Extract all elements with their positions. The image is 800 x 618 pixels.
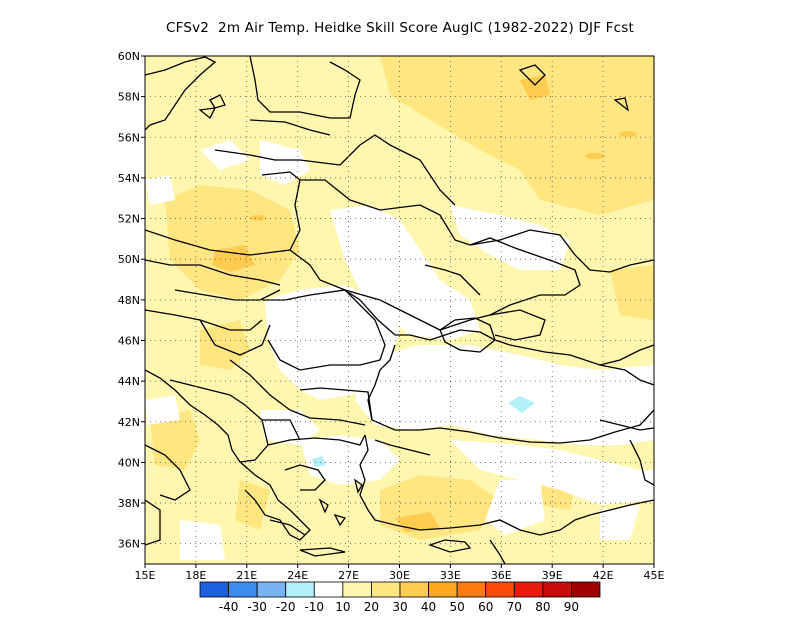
lon-tick-label: 21E [236,569,257,582]
lon-tick-label: 36E [491,569,512,582]
colorbar-swatch [228,581,258,598]
colorbar-swatch [542,581,572,598]
colorbar-swatch [399,581,429,598]
map-title: CFSv2 2m Air Temp. Heidke Skill Score Au… [165,20,635,36]
lon-tick-label: 45E [644,569,665,582]
lon-tick-label: 18E [185,569,206,582]
lat-tick-label: 40N [118,456,140,469]
colorbar-swatch [342,581,372,598]
colorbar-swatch [256,581,287,598]
colorbar-label: 40 [421,600,436,614]
colorbar-label: -30 [247,600,267,614]
colorbar-label: -10 [304,600,324,614]
lat-tick-label: 46N [118,334,140,347]
colorbar-swatch [313,581,344,598]
colorbar-swatch [485,581,515,598]
lat-tick-label: 60N [118,50,140,63]
lat-tick-label: 36N [118,538,140,551]
lon-tick-label: 27E [338,569,359,582]
latitude-ticks: 60N 58N 56N 54N 52N 50N 48N 46N 44N 42N 40N 38N 36N [118,50,145,551]
colorbar-label: 20 [364,600,379,614]
lon-tick-label: 33E [440,569,461,582]
colorbar-label: 60 [478,600,493,614]
colorbar: -40 -30 -20 -10 10 20 30 40 50 60 70 80 90 [199,581,601,614]
longitude-ticks: 15E 18E 21E 24E 27E 30E 33E 36E 39E 42E 45E [135,564,665,582]
colorbar-swatch [456,581,487,598]
colorbar-label: 70 [507,600,522,614]
colorbar-label: 80 [535,600,550,614]
lon-tick-label: 30E [389,569,410,582]
colorbar-label: 50 [450,600,465,614]
lat-tick-label: 48N [118,294,140,307]
colorbar-label: -20 [276,600,296,614]
colorbar-swatch [571,581,601,598]
level-neg10-regions [312,396,535,467]
colorbar-label: 30 [392,600,407,614]
lat-tick-label: 56N [118,131,140,144]
colorbar-label: 90 [564,600,579,614]
colorbar-swatch [513,581,544,598]
lat-tick-label: 52N [118,213,140,226]
colorbar-swatch [371,581,401,598]
lon-tick-label: 15E [135,569,156,582]
lon-tick-label: 42E [593,569,614,582]
level-20-regions [150,56,654,540]
shaded-field [145,56,654,564]
lat-tick-label: 44N [118,375,140,388]
colorbar-swatch [199,581,229,598]
lat-tick-label: 58N [118,91,140,104]
lon-tick-label: 39E [542,569,563,582]
colorbar-swatch [285,581,315,598]
lat-tick-label: 42N [118,416,140,429]
lon-tick-label: 24E [287,569,308,582]
colorbar-label: -40 [219,600,239,614]
lat-tick-label: 38N [118,497,140,510]
lat-tick-label: 54N [118,172,140,185]
colorbar-label: 10 [335,600,350,614]
colorbar-swatch [428,581,458,598]
lat-tick-label: 50N [118,253,140,266]
